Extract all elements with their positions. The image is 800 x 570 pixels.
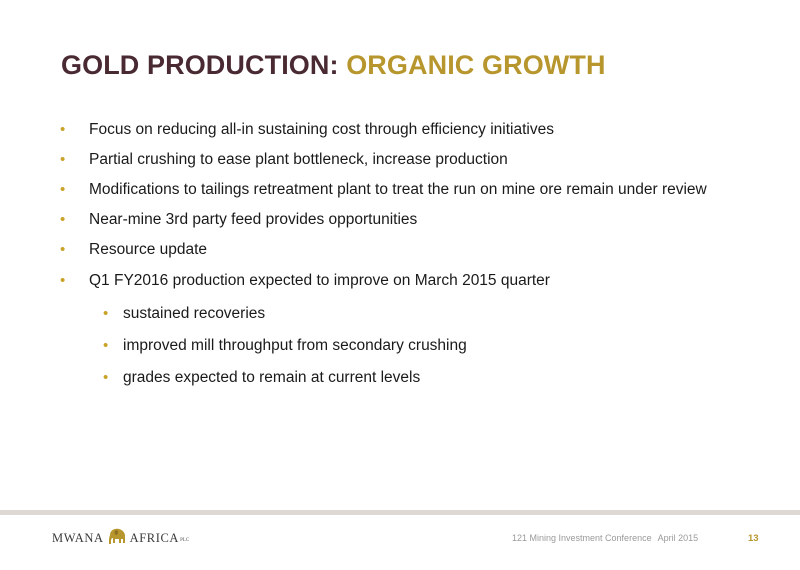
bullet-text: Focus on reducing all-in sustaining cost…	[89, 121, 554, 138]
logo-word-1: MWANA	[52, 530, 104, 545]
bullet-text: grades expected to remain at current lev…	[123, 369, 421, 386]
logo-suffix: PLC	[180, 537, 190, 543]
bullet-dot-icon: •	[60, 181, 66, 198]
slide-title: GOLD PRODUCTION: ORGANIC GROWTH	[61, 50, 606, 81]
logo-word-2: AFRICA	[129, 530, 180, 545]
bullet-dot-icon: •	[60, 151, 66, 168]
bullet-text: Partial crushing to ease plant bottlenec…	[89, 151, 508, 168]
bullet-dot-icon: •	[60, 272, 66, 289]
page-number: 13	[748, 533, 759, 544]
bullet-text: Modifications to tailings retreatment pl…	[89, 181, 707, 198]
title-part-2: ORGANIC GROWTH	[346, 50, 606, 80]
bullet-dot-icon: •	[60, 211, 66, 228]
bullet-dot-icon: •	[103, 337, 109, 354]
bullet-text: improved mill throughput from secondary …	[123, 337, 467, 354]
conference-info: 121 Mining Investment Conference April 20…	[512, 533, 698, 543]
elephant-icon	[106, 526, 128, 551]
company-logo: MWANA AFRICA PLC	[52, 527, 189, 549]
bullet-dot-icon: •	[103, 369, 109, 386]
bullet-text: Q1 FY2016 production expected to improve…	[89, 272, 550, 289]
bullet-dot-icon: •	[60, 241, 66, 258]
title-part-1: GOLD PRODUCTION:	[61, 50, 339, 80]
bullet-text: Resource update	[89, 241, 208, 258]
conference-date: April 2015	[657, 533, 699, 543]
bullet-dot-icon: •	[103, 305, 109, 322]
bullet-text: sustained recoveries	[123, 305, 266, 322]
footer-divider	[0, 510, 800, 515]
conference-name: 121 Mining Investment Conference	[512, 533, 652, 543]
bullet-text: Near-mine 3rd party feed provides opport…	[89, 211, 418, 228]
bullet-dot-icon: •	[60, 121, 66, 138]
